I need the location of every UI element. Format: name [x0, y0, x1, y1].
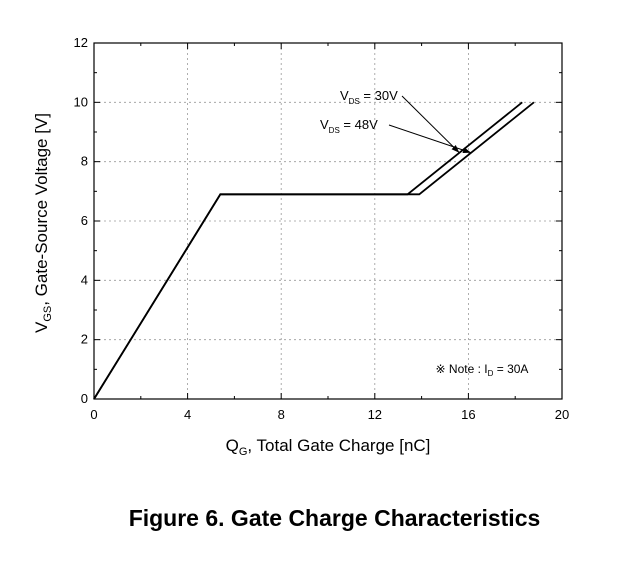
axis-ticks: 0 4 8 12 16 20 0 2 4 6 8 10 12 [74, 35, 570, 422]
x-axis-label-sub: G [239, 446, 248, 458]
y-tick-label: 6 [81, 213, 88, 228]
figure-caption: Figure 6. Gate Charge Characteristics [128, 505, 541, 531]
x-tick-label: 8 [278, 407, 285, 422]
plot-frame [93, 42, 563, 400]
y-axis-label: VGS, Gate-Source Voltage [V] [32, 113, 54, 333]
y-tick-label: 4 [81, 272, 88, 287]
annotation-vds-48v-leader [388, 124, 472, 154]
y-tick-label: 12 [74, 35, 88, 50]
x-tick-label: 12 [368, 407, 382, 422]
series-line-vds-30v [93, 101, 523, 400]
x-axis-label: QG, Total Gate Charge [nC] [226, 436, 431, 458]
y-tick-label: 0 [81, 391, 88, 406]
x-tick-label: 0 [90, 407, 97, 422]
x-tick-label: 16 [461, 407, 475, 422]
grid-lines [94, 43, 562, 399]
x-tick-label: 4 [184, 407, 191, 422]
y-tick-label: 10 [74, 94, 88, 109]
annotation-vds-48v-label: VDS = 48V [320, 117, 378, 135]
series-lines [93, 101, 535, 400]
series-line-vds-48v [93, 101, 535, 400]
note-sub: D [488, 369, 494, 378]
y-axis-label-sub: GS [42, 306, 54, 322]
note-rest: = 30A [493, 362, 528, 376]
annotation-vds-30v-leader [401, 95, 460, 154]
x-axis-label-main: Q [226, 436, 239, 455]
y-tick-label: 2 [81, 332, 88, 347]
y-tick-label: 8 [81, 154, 88, 169]
annotation-vds-30v-label: VDS = 30V [340, 88, 398, 106]
y-axis-label-rest: , Gate-Source Voltage [V] [32, 113, 51, 306]
test-condition-note: ※ Note : ID = 30A [436, 362, 529, 378]
series-annotations: VDS = 30V VDS = 48V [320, 88, 472, 154]
x-axis-label-rest: , Total Gate Charge [nC] [247, 436, 430, 455]
note-prefix: ※ Note : I [436, 362, 488, 376]
annotation-vds-30v-arrowhead [451, 145, 460, 153]
y-axis-label-main: V [32, 321, 51, 333]
annotation-vds-48v-arrowhead [462, 147, 472, 154]
x-tick-label: 20 [555, 407, 569, 422]
